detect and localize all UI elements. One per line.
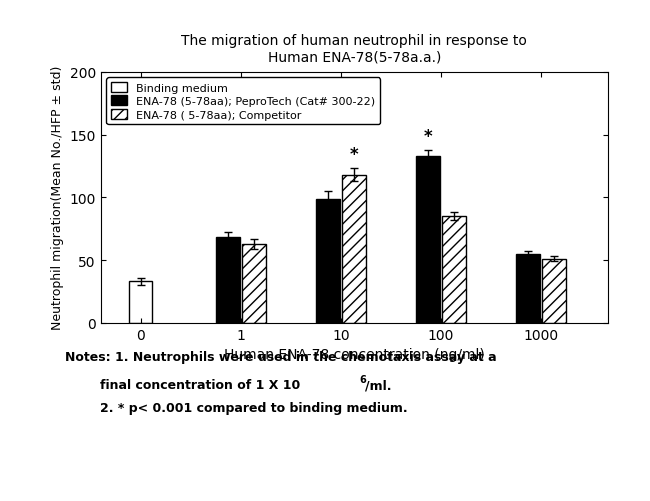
Bar <box>442 216 465 323</box>
X-axis label: Human ENA-78 concentration (ng/ml): Human ENA-78 concentration (ng/ml) <box>224 348 485 362</box>
Bar <box>242 244 265 323</box>
Text: *: * <box>424 127 432 145</box>
Bar <box>129 282 153 323</box>
Bar <box>343 175 365 323</box>
Bar <box>416 156 439 323</box>
Title: The migration of human neutrophil in response to
Human ENA-78(5-78a.a.): The migration of human neutrophil in res… <box>181 35 527 65</box>
Text: 6: 6 <box>359 375 366 385</box>
Text: final concentration of 1 X 10: final concentration of 1 X 10 <box>65 378 300 391</box>
Bar <box>317 199 339 323</box>
Text: /ml.: /ml. <box>365 378 391 391</box>
Bar <box>516 255 540 323</box>
Bar <box>216 238 239 323</box>
Text: *: * <box>350 146 358 164</box>
Text: 2. * p< 0.001 compared to binding medium.: 2. * p< 0.001 compared to binding medium… <box>65 401 408 414</box>
Text: Notes: 1. Neutrophils were used in the chemotaxis assay at a: Notes: 1. Neutrophils were used in the c… <box>65 351 497 364</box>
Bar <box>542 260 566 323</box>
Legend: Binding medium, ENA-78 (5-78aa); PeproTech (Cat# 300-22), ENA-78 ( 5-78aa); Comp: Binding medium, ENA-78 (5-78aa); PeproTe… <box>107 78 380 125</box>
Y-axis label: Neutrophil migration(Mean No./HFP ± std): Neutrophil migration(Mean No./HFP ± std) <box>51 66 64 330</box>
